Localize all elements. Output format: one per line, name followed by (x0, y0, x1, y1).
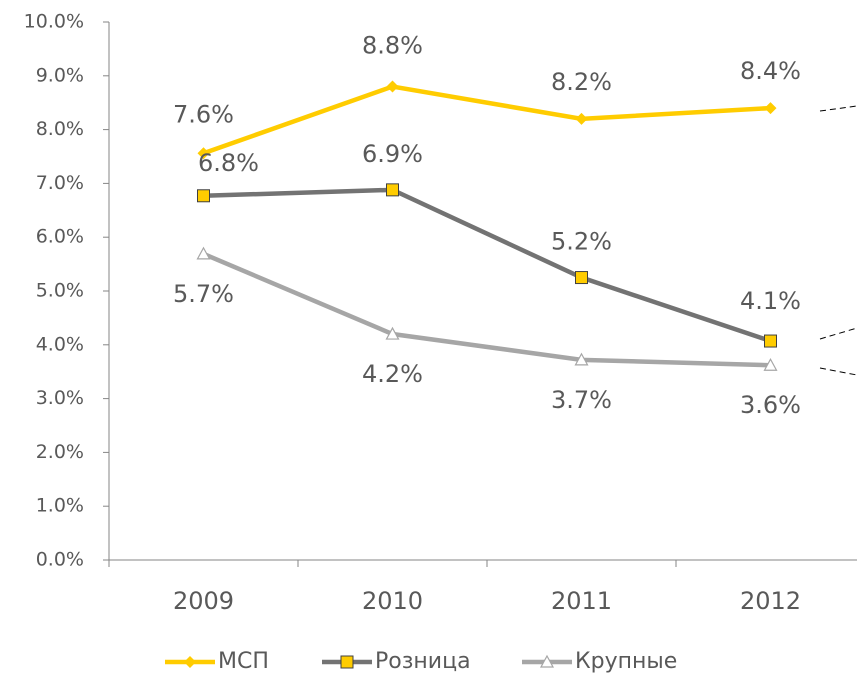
connector (819, 327, 857, 340)
marker (385, 326, 400, 340)
value-label: 8.8% (362, 32, 423, 60)
legend-label: Крупные (575, 649, 677, 674)
legend-label: Розница (375, 649, 471, 674)
value-label: 3.6% (740, 391, 801, 419)
value-label: 4.2% (362, 360, 423, 388)
value-label: 4.1% (740, 287, 801, 315)
marker (197, 147, 210, 160)
series-line (203, 187, 772, 344)
y-tick-label: 0.0% (36, 549, 84, 571)
marker (196, 246, 211, 260)
x-tick-label: 2011 (551, 587, 612, 615)
value-label: 6.8% (198, 149, 259, 177)
value-label: 8.4% (740, 57, 801, 85)
x-tick-label: 2009 (173, 587, 234, 615)
marker (386, 183, 399, 197)
y-tick-label: 3.0% (36, 387, 84, 409)
y-tick-label: 6.0% (36, 226, 84, 248)
y-tick-label: 5.0% (36, 280, 84, 302)
marker (197, 189, 210, 203)
connector (819, 105, 857, 112)
value-label: 3.7% (551, 386, 612, 414)
marker (763, 357, 778, 371)
y-tick-label: 4.0% (36, 333, 84, 355)
x-tick-label: 2010 (362, 587, 423, 615)
connector (819, 367, 857, 376)
marker (340, 655, 354, 669)
marker (764, 102, 777, 115)
marker (764, 334, 777, 348)
y-tick-label: 9.0% (36, 64, 84, 86)
series-line (202, 251, 771, 368)
legend-label: МСП (218, 649, 269, 674)
value-label: 8.2% (551, 68, 612, 96)
series-line (202, 84, 771, 156)
value-label: 7.6% (173, 100, 234, 128)
marker (184, 656, 196, 668)
marker (575, 271, 588, 285)
y-tick-label: 2.0% (36, 441, 84, 463)
value-label: 5.2% (551, 228, 612, 256)
x-tick-label: 2012 (740, 587, 801, 615)
marker (386, 80, 399, 93)
marker (575, 112, 588, 125)
y-tick-label: 1.0% (36, 495, 84, 517)
y-tick-label: 10.0% (24, 11, 84, 33)
marker (574, 352, 589, 366)
y-tick-label: 8.0% (36, 118, 84, 140)
marker (539, 654, 555, 668)
value-label: 5.7% (173, 280, 234, 308)
value-label: 6.9% (362, 140, 423, 168)
y-tick-label: 7.0% (36, 172, 84, 194)
